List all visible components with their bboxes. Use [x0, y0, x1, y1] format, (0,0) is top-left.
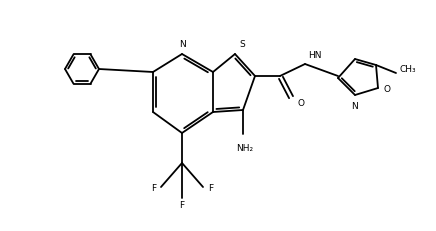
- Text: S: S: [239, 40, 245, 49]
- Text: HN: HN: [308, 51, 321, 60]
- Text: O: O: [383, 84, 390, 93]
- Text: CH₃: CH₃: [399, 65, 416, 74]
- Text: O: O: [297, 98, 304, 107]
- Text: N: N: [179, 40, 185, 49]
- Text: F: F: [180, 201, 184, 210]
- Text: NH₂: NH₂: [236, 143, 254, 152]
- Text: N: N: [351, 102, 358, 110]
- Text: F: F: [208, 184, 213, 193]
- Text: F: F: [151, 184, 156, 193]
